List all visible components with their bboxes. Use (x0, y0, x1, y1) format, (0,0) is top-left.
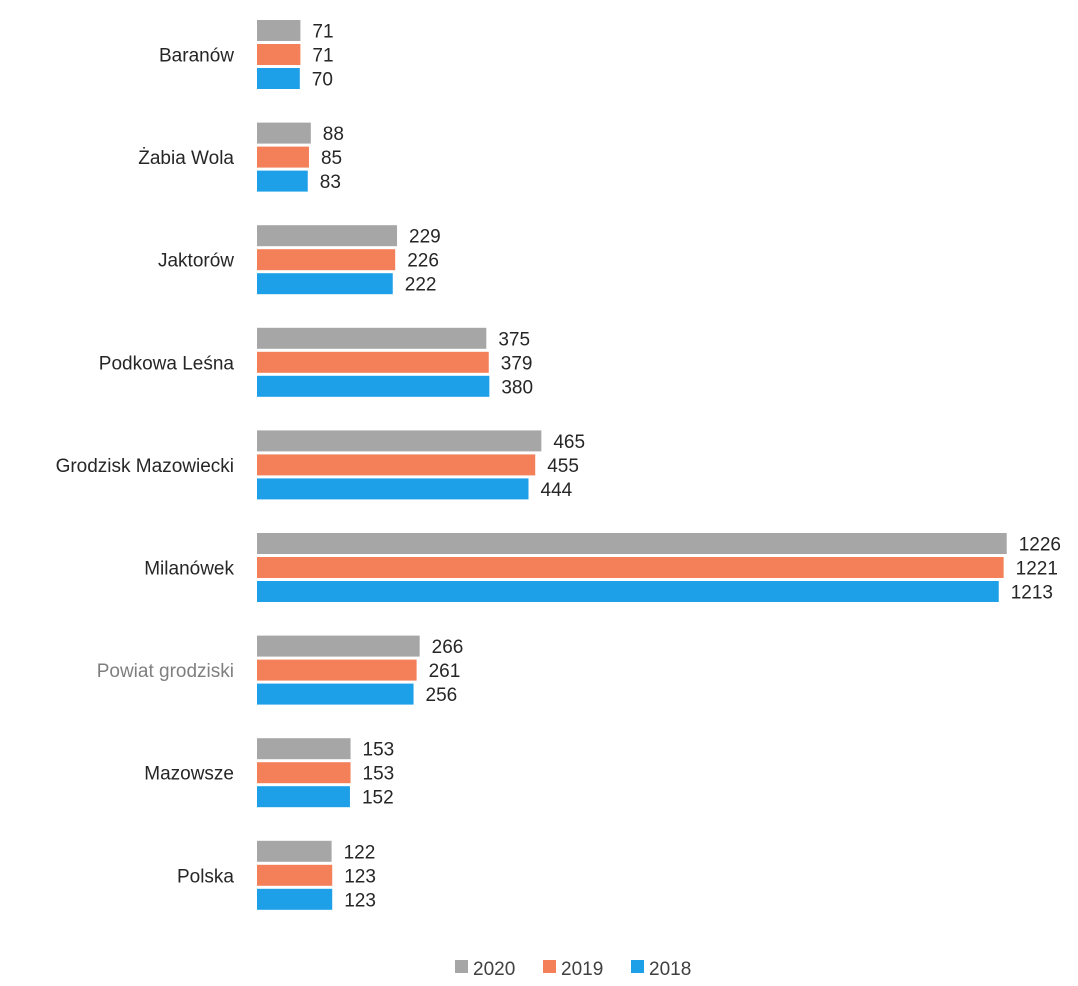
legend-swatch-2020 (455, 960, 468, 973)
value-label-podkowa-lesna-2019: 379 (501, 353, 533, 374)
bar-powiat-grodziski-2020 (257, 635, 420, 657)
bar-jaktorow-2018 (257, 273, 393, 295)
value-label-podkowa-lesna-2018: 380 (501, 377, 533, 398)
bar-mazowsze-2019 (257, 762, 351, 784)
category-label-baranow: Baranów (159, 46, 234, 67)
bar-baranow-2019 (257, 44, 301, 65)
legend-label-2020: 2020 (473, 959, 515, 980)
value-label-milanowek-2020: 1226 (1019, 535, 1061, 556)
value-label-polska-2020: 122 (344, 842, 376, 863)
category-label-mazowsze: Mazowsze (144, 764, 234, 785)
value-label-zabia-wola-2019: 85 (321, 148, 342, 169)
bar-polska-2018 (257, 888, 333, 910)
category-label-polska: Polska (177, 866, 234, 887)
bar-grodzisk-mazowiecki-2019 (257, 454, 536, 476)
value-labels-layer: 71 71 70 88 85 83 229 226 222 375 379 380 465 455 444 1… (312, 22, 1061, 912)
bar-jaktorow-2019 (257, 249, 396, 271)
value-label-mazowsze-2019: 153 (363, 764, 395, 785)
bar-mazowsze-2018 (257, 786, 350, 808)
category-label-milanowek: Milanówek (144, 559, 234, 580)
category-label-podkowa-lesna: Podkowa Leśna (99, 353, 235, 374)
bar-grodzisk-mazowiecki-2020 (257, 430, 542, 452)
category-label-grodzisk-mazowiecki: Grodzisk Mazowiecki (56, 456, 234, 477)
value-label-zabia-wola-2020: 88 (323, 124, 344, 145)
value-label-grodzisk-mazowiecki-2019: 455 (547, 456, 579, 477)
bar-grodzisk-mazowiecki-2018 (257, 478, 529, 500)
bar-mazowsze-2020 (257, 738, 351, 760)
value-label-grodzisk-mazowiecki-2020: 465 (553, 432, 585, 453)
legend-swatch-2018 (631, 960, 644, 973)
value-label-jaktorow-2018: 222 (405, 275, 437, 296)
value-label-powiat-grodziski-2020: 266 (432, 637, 464, 658)
value-label-powiat-grodziski-2019: 261 (429, 661, 461, 682)
bar-polska-2020 (257, 840, 332, 862)
bar-baranow-2020 (257, 20, 301, 41)
value-label-milanowek-2018: 1213 (1011, 583, 1053, 604)
legend-swatch-2019 (543, 960, 556, 973)
bar-milanowek-2020 (257, 533, 1007, 554)
bar-powiat-grodziski-2018 (257, 683, 414, 705)
value-label-mazowsze-2020: 153 (363, 740, 395, 761)
value-label-milanowek-2019: 1221 (1016, 559, 1058, 580)
category-label-zabia-wola: Żabia Wola (138, 148, 234, 169)
value-label-polska-2018: 123 (344, 890, 376, 911)
bars-layer (257, 20, 1007, 910)
value-label-polska-2019: 123 (344, 866, 376, 887)
value-label-jaktorow-2019: 226 (407, 251, 439, 272)
bar-podkowa-lesna-2020 (257, 327, 487, 349)
category-label-powiat-grodziski: Powiat grodziski (97, 661, 234, 682)
value-label-mazowsze-2018: 152 (362, 788, 394, 809)
bar-milanowek-2019 (257, 557, 1004, 578)
value-label-podkowa-lesna-2020: 375 (498, 329, 530, 350)
bar-jaktorow-2020 (257, 225, 398, 247)
value-label-zabia-wola-2018: 83 (320, 172, 341, 193)
bar-zabia-wola-2020 (257, 122, 311, 144)
value-label-jaktorow-2020: 229 (409, 227, 441, 248)
bar-milanowek-2018 (257, 581, 999, 602)
legend-label-2018: 2018 (649, 959, 691, 980)
bar-polska-2019 (257, 864, 333, 886)
bar-zabia-wola-2018 (257, 170, 308, 192)
bar-powiat-grodziski-2019 (257, 659, 417, 681)
bar-zabia-wola-2019 (257, 146, 309, 168)
value-label-baranow-2020: 71 (312, 22, 333, 43)
bar-podkowa-lesna-2018 (257, 375, 490, 397)
category-label-jaktorow: Jaktorów (158, 251, 234, 272)
value-label-baranow-2019: 71 (312, 46, 333, 67)
value-label-baranow-2018: 70 (312, 70, 333, 91)
value-label-powiat-grodziski-2018: 256 (426, 685, 458, 706)
category-labels-layer: Baranów Żabia Wola Jaktorów Podkowa Leśna Gr… (56, 46, 235, 888)
value-label-grodzisk-mazowiecki-2018: 444 (541, 480, 573, 501)
legend: 2020 2019 2018 (455, 959, 691, 980)
legend-label-2019: 2019 (561, 959, 603, 980)
bar-baranow-2018 (257, 68, 300, 89)
bar-podkowa-lesna-2019 (257, 351, 489, 373)
